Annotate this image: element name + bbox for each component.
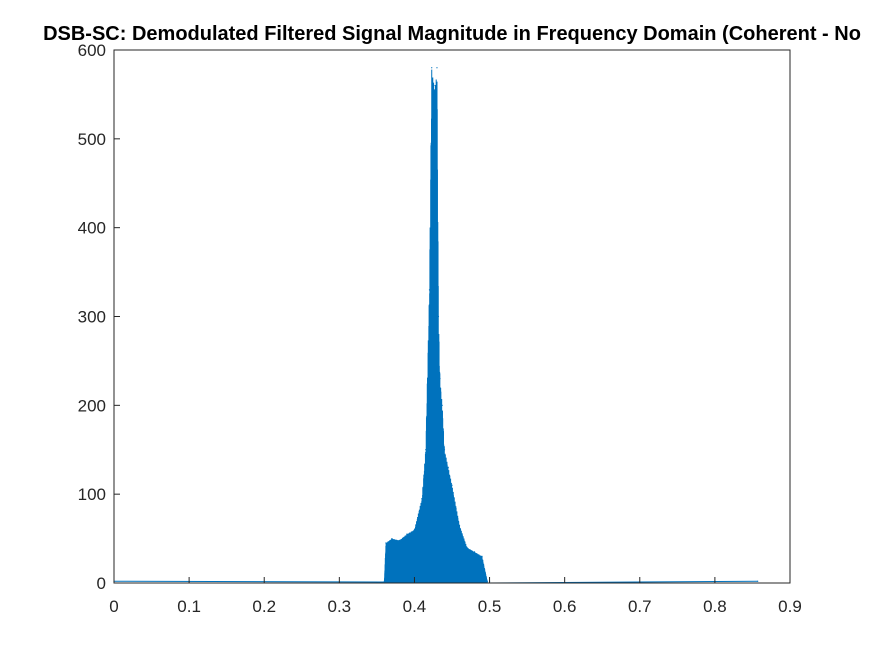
x-tick-label: 0.5 — [478, 597, 502, 616]
data-point — [451, 484, 453, 486]
x-tick-label: 0 — [109, 597, 118, 616]
chart-title: DSB-SC: Demodulated Filtered Signal Magn… — [43, 23, 861, 45]
y-tick-label: 500 — [78, 130, 106, 149]
y-tick-label: 600 — [78, 41, 106, 60]
x-tick-label: 0.7 — [628, 597, 652, 616]
data-point — [431, 67, 433, 69]
data-point — [447, 466, 449, 469]
y-tick-label: 100 — [78, 485, 106, 504]
data-point — [406, 533, 408, 535]
data-point — [385, 542, 387, 544]
data-point — [486, 580, 488, 582]
data-point — [421, 498, 423, 500]
data-point — [391, 537, 393, 540]
data-point — [436, 67, 438, 69]
x-tick-label: 0.9 — [778, 597, 802, 616]
x-tick-label: 0.3 — [328, 597, 352, 616]
series-line — [113, 69, 758, 584]
data-point — [439, 378, 441, 380]
x-tick-label: 0.4 — [403, 597, 427, 616]
data-point — [398, 539, 401, 541]
data-point — [413, 529, 416, 531]
data-point — [425, 449, 427, 451]
data-point — [437, 315, 440, 318]
data-point — [443, 449, 446, 451]
data-point — [428, 289, 431, 291]
y-axis-ticks: 0 100 200 300 400 500 600 — [78, 41, 120, 593]
x-tick-label: 0.1 — [177, 597, 201, 616]
data-point — [458, 524, 461, 526]
data-point — [433, 84, 435, 87]
y-tick-label: 200 — [78, 396, 106, 415]
x-axis-ticks: 0 0.1 0.2 0.3 0.4 0.5 0.6 0.7 0.8 0.9 — [109, 577, 802, 616]
x-tick-label: 0.2 — [252, 597, 276, 616]
y-tick-label: 300 — [78, 308, 106, 327]
data-point — [481, 555, 483, 557]
data-point — [757, 580, 759, 582]
data-point — [383, 580, 385, 582]
y-tick-label: 0 — [97, 574, 106, 593]
x-tick-label: 0.6 — [553, 597, 577, 616]
data-point — [466, 546, 468, 549]
data-point — [434, 84, 437, 87]
y-tick-label: 400 — [78, 219, 106, 238]
data-point — [441, 404, 443, 406]
x-tick-label: 0.8 — [703, 597, 727, 616]
data-point — [473, 551, 476, 553]
